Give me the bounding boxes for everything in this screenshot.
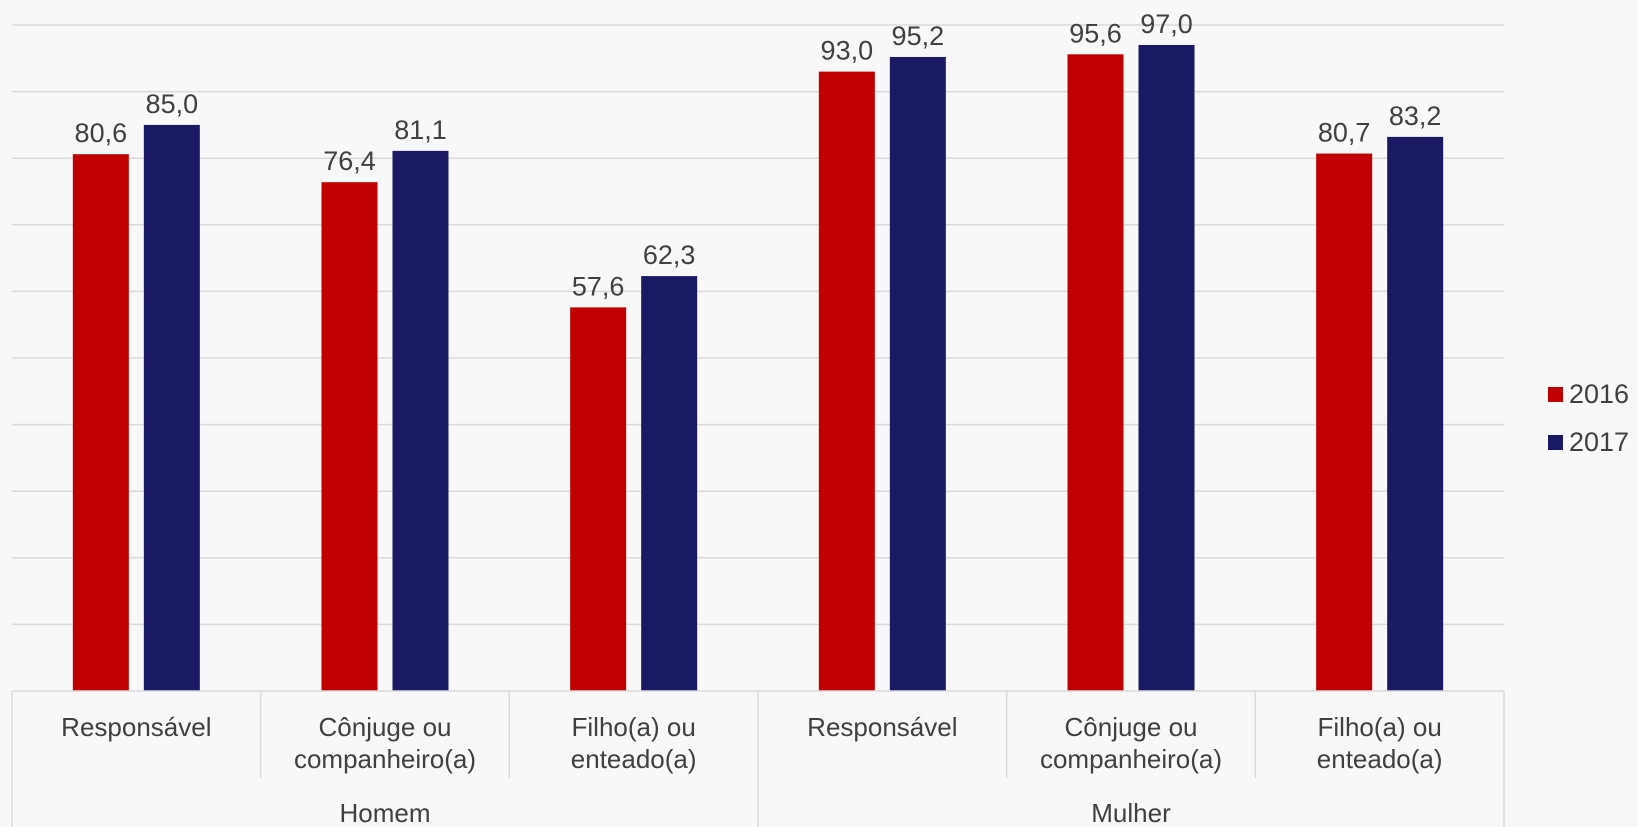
bar-2016-3 — [818, 71, 875, 692]
bar-2017-2 — [641, 276, 698, 691]
legend-swatch-2016 — [1548, 387, 1563, 402]
legend: 2016 2017 — [1548, 379, 1629, 457]
data-label-2017-4: 97,0 — [1140, 9, 1193, 39]
data-label-2016-5: 80,7 — [1318, 118, 1371, 148]
legend-swatch-2017 — [1548, 435, 1563, 450]
bar-2017-1 — [392, 150, 449, 691]
data-label-2017-0: 85,0 — [146, 89, 199, 119]
x-tick-label-4: Cônjuge ou companheiro(a) — [1040, 712, 1222, 774]
bar-2016-4 — [1067, 54, 1124, 691]
data-label-2016-3: 93,0 — [821, 36, 874, 66]
bar-2017-5 — [1387, 136, 1444, 691]
x-tick-label-3: Responsável — [807, 712, 957, 742]
bars — [72, 44, 1444, 692]
bar-2017-3 — [889, 56, 946, 691]
data-label-2017-1: 81,1 — [394, 115, 447, 145]
data-label-2017-5: 83,2 — [1389, 101, 1442, 131]
x-tick-label-5: Filho(a) ou enteado(a) — [1317, 712, 1443, 774]
legend-label-2016: 2016 — [1569, 379, 1629, 409]
data-label-2017-2: 62,3 — [643, 240, 696, 270]
group-label-0: Homem — [339, 798, 430, 827]
bar-2016-0 — [72, 154, 129, 692]
category-axis: Responsável Cônjuge ou companheiro(a) Filho… — [11, 690, 1505, 827]
data-label-2016-2: 57,6 — [572, 271, 625, 301]
bar-2017-0 — [143, 124, 200, 691]
data-label-2017-3: 95,2 — [892, 21, 945, 51]
bar-2016-5 — [1316, 153, 1373, 692]
gridlines — [12, 24, 1504, 626]
data-label-2016-4: 95,6 — [1069, 18, 1122, 48]
x-tick-label-1: Cônjuge ou companheiro(a) — [294, 712, 476, 774]
legend-label-2017: 2017 — [1569, 427, 1629, 457]
bar-2017-4 — [1138, 44, 1195, 692]
x-tick-label-2: Filho(a) ou enteado(a) — [571, 712, 697, 774]
data-label-2016-1: 76,4 — [323, 146, 376, 176]
bar-2016-2 — [570, 307, 627, 691]
bar-2016-1 — [321, 182, 378, 691]
data-labels: 80,6 76,4 57,6 93,0 95,6 80,7 85,0 81,1 62,3 95,2… — [75, 9, 1442, 301]
group-label-1: Mulher — [1091, 798, 1171, 827]
data-label-2016-0: 80,6 — [75, 118, 128, 148]
x-tick-label-0: Responsável — [61, 712, 211, 742]
